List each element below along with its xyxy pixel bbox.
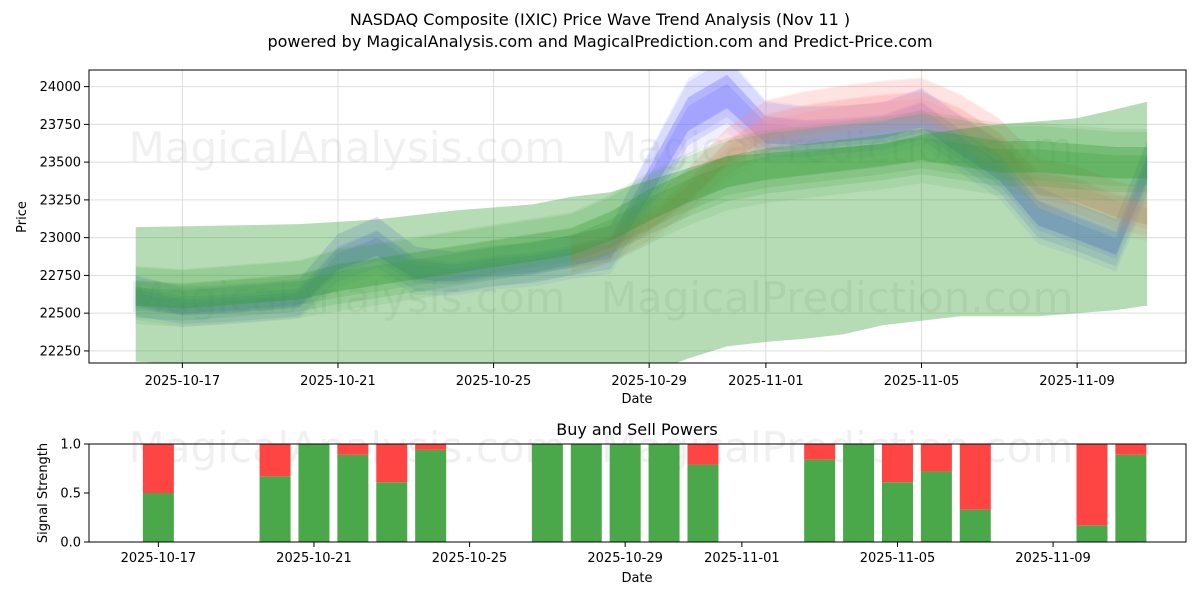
x-tick-label: 2025-10-29 xyxy=(611,374,687,389)
price-wave-bands xyxy=(135,70,1148,363)
sell-bar xyxy=(1076,444,1108,526)
y-tick-label: 0.0 xyxy=(60,536,81,551)
price-axes-frame xyxy=(88,69,1187,364)
price-grid xyxy=(89,70,1186,363)
wave-band xyxy=(135,137,1148,309)
buy-bar xyxy=(687,464,719,542)
y-tick-label: 22750 xyxy=(40,269,81,284)
signal-x-ticks: 2025-10-17 2025-10-21 2025-10-25 2025-10-29… xyxy=(121,542,1091,566)
chart-subtitle: powered by MagicalAnalysis.com and Magic… xyxy=(267,32,932,51)
sell-bar xyxy=(259,444,291,477)
x-tick-label: 2025-11-05 xyxy=(860,551,936,566)
x-tick-label: 2025-10-17 xyxy=(145,374,221,389)
wave-band xyxy=(135,75,1148,314)
watermark-1: MagicalAnalysis.com xyxy=(129,123,566,172)
wave-band xyxy=(135,70,1148,327)
wave-band xyxy=(135,128,1148,321)
sell-bar xyxy=(687,444,719,465)
buy-bar xyxy=(259,476,291,542)
x-tick-label: 2025-10-29 xyxy=(587,551,663,566)
x-tick-label: 2025-11-01 xyxy=(704,551,780,566)
sell-bar xyxy=(881,444,913,483)
buy-bar xyxy=(920,471,952,542)
wave-band xyxy=(571,91,1148,262)
y-tick-label: 24000 xyxy=(40,80,81,95)
y-tick-label: 0.5 xyxy=(60,487,81,502)
signal-panel: Buy and Sell Powers MagicalAnalysis.com … xyxy=(36,420,1187,586)
wave-band xyxy=(135,74,1148,324)
buy-bar xyxy=(376,482,408,542)
buy-bar xyxy=(959,509,991,542)
wave-band xyxy=(135,110,1148,328)
wave-band-wide xyxy=(135,101,1148,363)
x-tick-label: 2025-10-25 xyxy=(456,374,532,389)
wave-band xyxy=(571,92,1148,273)
buy-bar xyxy=(881,482,913,542)
buy-bar xyxy=(1076,525,1108,542)
signal-y-ticks: 0.0 0.5 1.0 xyxy=(60,438,89,551)
sell-bar xyxy=(415,444,447,450)
sell-bar xyxy=(142,444,174,493)
wave-band xyxy=(571,77,1148,276)
sell-bar xyxy=(376,444,408,483)
sell-bar xyxy=(337,444,369,455)
buy-bar xyxy=(337,454,369,542)
signal-y-label: Signal Strength xyxy=(36,443,51,543)
buy-bar xyxy=(804,459,836,542)
price-x-label: Date xyxy=(621,392,652,407)
buy-bar xyxy=(843,444,875,542)
price-x-ticks: 2025-10-17 2025-10-21 2025-10-25 2025-10-29… xyxy=(145,363,1115,389)
y-tick-label: 23750 xyxy=(40,118,81,133)
x-tick-label: 2025-10-25 xyxy=(432,551,508,566)
y-tick-label: 23000 xyxy=(40,231,81,246)
sell-bar xyxy=(959,444,991,510)
wave-band xyxy=(135,113,1148,314)
buy-bar xyxy=(298,444,330,542)
buy-bar xyxy=(531,444,563,542)
y-tick-label: 1.0 xyxy=(60,438,81,453)
buy-bar xyxy=(609,444,641,542)
x-tick-label: 2025-11-05 xyxy=(884,374,960,389)
wave-band xyxy=(135,83,1148,315)
wave-band xyxy=(135,128,1148,309)
x-tick-label: 2025-10-17 xyxy=(121,551,197,566)
y-tick-label: 22500 xyxy=(40,307,81,322)
y-tick-label: 23250 xyxy=(40,193,81,208)
x-tick-label: 2025-11-09 xyxy=(1039,374,1115,389)
x-tick-label: 2025-11-01 xyxy=(728,374,804,389)
price-panel: MagicalAnalysis.com MagicalPrediction.co… xyxy=(15,69,1187,407)
sell-bar xyxy=(920,444,952,472)
x-tick-label: 2025-11-09 xyxy=(1015,551,1091,566)
price-y-ticks: 22250 22500 22750 23000 23250 23500 23750 24000 xyxy=(40,80,89,359)
buy-bar xyxy=(415,449,447,542)
wave-band xyxy=(135,70,1148,316)
y-tick-label: 22250 xyxy=(40,344,81,359)
watermark-4: MagicalPrediction.com xyxy=(601,273,1074,322)
signal-bars xyxy=(142,444,1147,542)
signal-title: Buy and Sell Powers xyxy=(556,420,718,439)
y-tick-label: 23500 xyxy=(40,156,81,171)
watermark-3: MagicalAnalysis.com xyxy=(129,273,566,322)
buy-bar xyxy=(570,444,602,542)
price-y-label: Price xyxy=(15,201,30,233)
sell-bar xyxy=(1115,444,1147,455)
watermark-2: MagicalPrediction.com xyxy=(601,123,1074,172)
wave-band xyxy=(571,78,1148,265)
buy-bar xyxy=(142,493,174,542)
sell-bar xyxy=(804,444,836,460)
signal-x-label: Date xyxy=(621,571,652,586)
x-tick-label: 2025-10-21 xyxy=(300,374,376,389)
buy-bar xyxy=(648,444,680,542)
x-tick-label: 2025-10-21 xyxy=(276,551,352,566)
buy-bar xyxy=(1115,454,1147,542)
chart-title: NASDAQ Composite (IXIC) Price Wave Trend… xyxy=(350,10,850,29)
wave-band xyxy=(571,98,1148,264)
